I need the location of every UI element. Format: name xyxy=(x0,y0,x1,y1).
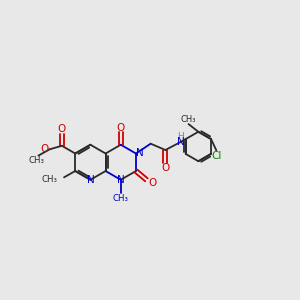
Text: Cl: Cl xyxy=(212,151,222,160)
Text: CH₃: CH₃ xyxy=(42,175,58,184)
Text: CH₃: CH₃ xyxy=(29,156,45,165)
Text: O: O xyxy=(148,178,157,188)
Text: N: N xyxy=(136,148,143,158)
Text: N: N xyxy=(117,176,124,185)
Text: O: O xyxy=(40,144,48,154)
Text: CH₃: CH₃ xyxy=(180,115,196,124)
Text: O: O xyxy=(117,123,125,133)
Text: N: N xyxy=(177,137,185,147)
Text: H: H xyxy=(177,132,184,141)
Text: N: N xyxy=(86,176,94,185)
Text: O: O xyxy=(58,124,66,134)
Text: CH₃: CH₃ xyxy=(113,194,129,203)
Text: O: O xyxy=(161,163,169,173)
